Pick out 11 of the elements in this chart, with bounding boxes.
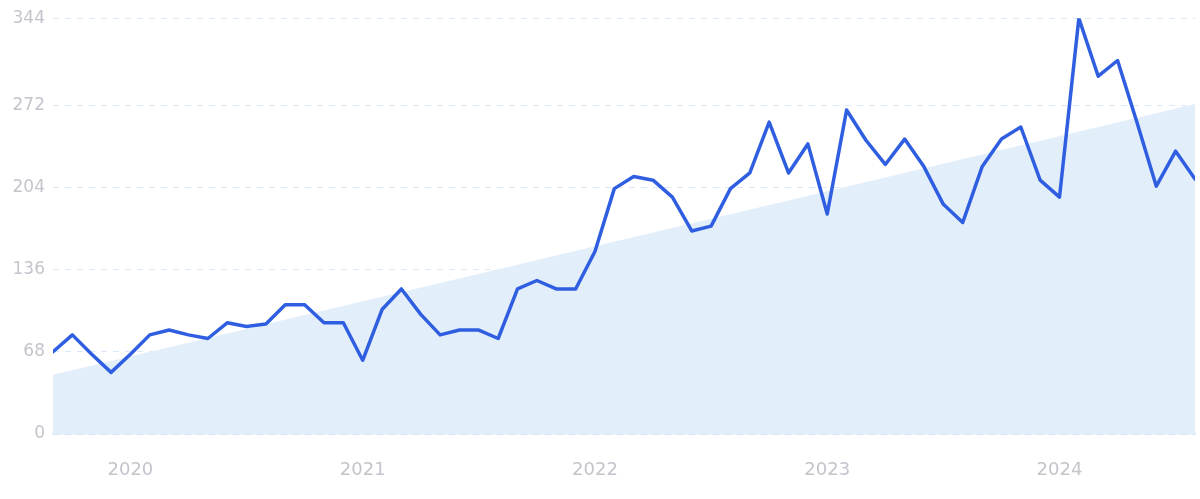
x-tick-label: 2023 bbox=[804, 458, 851, 480]
x-tick-label: 2021 bbox=[339, 458, 386, 480]
y-tick-label: 204 bbox=[12, 175, 45, 196]
x-tick-label: 2020 bbox=[107, 458, 154, 480]
y-tick-label: 136 bbox=[12, 258, 45, 279]
y-tick-label: 344 bbox=[12, 6, 45, 27]
x-tick-label: 2022 bbox=[572, 458, 618, 480]
y-tick-label: 68 bbox=[23, 340, 45, 361]
x-tick-label: 2024 bbox=[1036, 458, 1083, 480]
y-tick-label: 0 bbox=[34, 422, 45, 443]
y-tick-label: 272 bbox=[12, 93, 45, 114]
